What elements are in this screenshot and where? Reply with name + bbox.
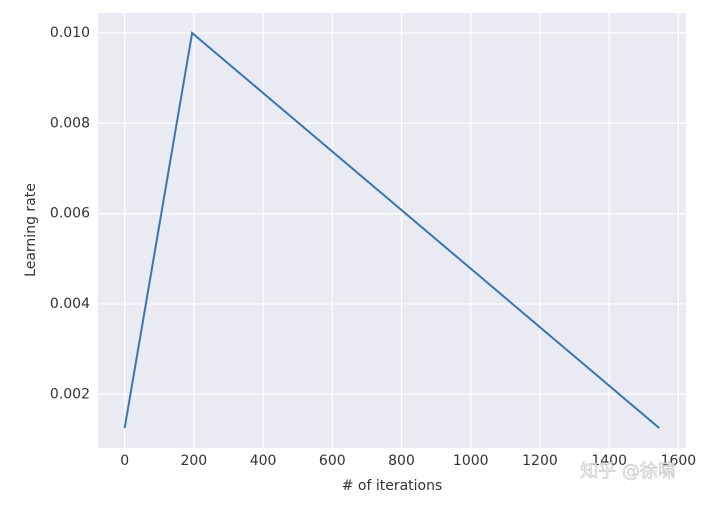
y-tick-label: 0.006 xyxy=(50,206,90,222)
x-tick-label: 600 xyxy=(319,453,346,469)
x-tick-label: 1200 xyxy=(522,453,558,469)
y-axis-label: Learning rate xyxy=(23,183,39,277)
x-axis-label: # of iterations xyxy=(342,478,443,494)
x-tick-label: 0 xyxy=(120,453,129,469)
y-tick-label: 0.010 xyxy=(50,25,90,41)
x-tick-label: 200 xyxy=(180,453,207,469)
watermark: 知乎 @徐啸 xyxy=(580,461,676,482)
line xyxy=(123,31,660,429)
x-tick-label: 400 xyxy=(250,453,277,469)
x-tick-label: 1600 xyxy=(661,453,697,469)
y-tick-label: 0.002 xyxy=(50,386,90,402)
plot-area xyxy=(98,13,686,448)
x-tick-label: 1000 xyxy=(453,453,489,469)
y-tick-label: 0.008 xyxy=(50,115,90,131)
x-tick-label: 800 xyxy=(388,453,415,469)
y-tick-label: 0.004 xyxy=(50,296,90,312)
x-tick-label: 1400 xyxy=(591,453,627,469)
